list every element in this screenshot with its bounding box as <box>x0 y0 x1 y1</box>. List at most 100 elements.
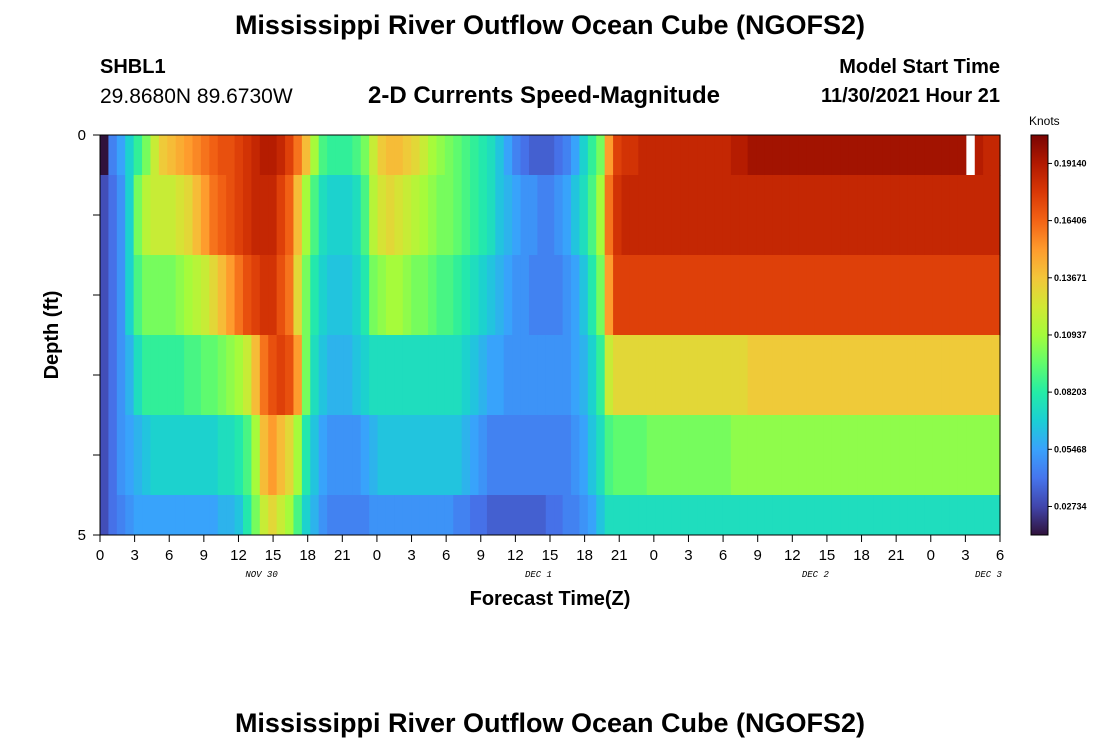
heatmap-cell <box>276 175 286 256</box>
heatmap-cell <box>974 415 984 496</box>
heatmap-cell <box>461 255 471 336</box>
heatmap-cell <box>663 335 673 416</box>
heatmap-cell <box>646 415 656 496</box>
heatmap-cell <box>175 135 185 176</box>
heatmap-cell <box>798 335 808 416</box>
heatmap-cell <box>831 335 841 416</box>
heatmap-cell <box>394 335 404 416</box>
heatmap-cell <box>251 255 261 336</box>
heatmap-cell <box>621 255 631 336</box>
heatmap-cell <box>983 255 993 336</box>
heatmap-cell <box>276 255 286 336</box>
heatmap-cell <box>301 335 311 416</box>
heatmap-cell <box>579 255 589 336</box>
heatmap-cell <box>831 175 841 256</box>
heatmap-cell <box>293 495 303 536</box>
heatmap-cell <box>436 135 446 176</box>
heatmap-cell <box>957 135 967 176</box>
heatmap-cell <box>242 495 252 536</box>
heatmap-cell <box>125 175 135 256</box>
heatmap-cell <box>419 495 429 536</box>
heatmap-cell <box>739 415 749 496</box>
heatmap-cell <box>402 495 412 536</box>
heatmap-cell <box>915 335 925 416</box>
heatmap-cell <box>772 135 782 176</box>
heatmap-cell <box>419 335 429 416</box>
heatmap-cell <box>259 135 269 176</box>
heatmap-cell <box>209 495 219 536</box>
heatmap-cell <box>831 415 841 496</box>
heatmap-cell <box>722 415 732 496</box>
x-tick-label: 6 <box>996 547 1004 564</box>
heatmap-cell <box>714 255 724 336</box>
heatmap-cell <box>697 495 707 536</box>
heatmap-cell <box>116 415 126 496</box>
heatmap-cell <box>907 255 917 336</box>
heatmap-cell <box>209 335 219 416</box>
heatmap-cell <box>184 415 194 496</box>
heatmap-cell <box>360 255 370 336</box>
heatmap-cell <box>941 335 951 416</box>
heatmap-cell <box>764 335 774 416</box>
heatmap-cell <box>343 415 353 496</box>
heatmap-cell <box>142 135 152 176</box>
heatmap-cell <box>133 495 143 536</box>
heatmap-cell <box>747 175 757 256</box>
heatmap-cell <box>335 135 345 176</box>
heatmap-cell <box>621 135 631 176</box>
heatmap-cell <box>226 175 236 256</box>
day-label: NOV 30 <box>245 570 278 580</box>
heatmap-cell <box>814 495 824 536</box>
heatmap-cell <box>949 495 959 536</box>
heatmap-cell <box>579 175 589 256</box>
heatmap-cell <box>310 175 320 256</box>
heatmap-cell <box>528 135 538 176</box>
heatmap-cell <box>974 175 984 256</box>
x-tick-label: 12 <box>784 547 801 564</box>
heatmap-cell <box>983 495 993 536</box>
x-tick-label: 21 <box>611 547 628 564</box>
heatmap-cell <box>882 135 892 176</box>
heatmap-cell <box>444 415 454 496</box>
heatmap-cell <box>411 495 421 536</box>
heatmap-cell <box>268 175 278 256</box>
y-axis: 05 <box>78 127 100 544</box>
heatmap-cell <box>579 135 589 176</box>
x-tick-label: 15 <box>542 547 559 564</box>
heatmap-cell <box>764 135 774 176</box>
heatmap-cell <box>158 415 168 496</box>
heatmap-cell <box>730 495 740 536</box>
heatmap-cell <box>369 135 379 176</box>
heatmap-cell <box>604 335 614 416</box>
heatmap-cell <box>335 495 345 536</box>
heatmap-cell <box>840 335 850 416</box>
heatmap-cell <box>495 335 505 416</box>
heatmap-cell <box>293 335 303 416</box>
heatmap-cell <box>192 255 202 336</box>
heatmap-cell <box>638 335 648 416</box>
heatmap-cell <box>318 415 328 496</box>
heatmap-cell <box>268 335 278 416</box>
footer-title: Mississippi River Outflow Ocean Cube (NG… <box>234 708 866 738</box>
heatmap-cell <box>343 135 353 176</box>
heatmap-cell <box>470 495 480 536</box>
heatmap-cell <box>512 255 522 336</box>
heatmap-cell <box>226 495 236 536</box>
heatmap-cell <box>318 135 328 176</box>
heatmap-cell <box>629 495 639 536</box>
heatmap-cell <box>495 135 505 176</box>
heatmap-cell <box>705 255 715 336</box>
heatmap-cell <box>200 135 210 176</box>
heatmap-cell <box>402 255 412 336</box>
heatmap-cell <box>756 255 766 336</box>
heatmap-cell <box>613 415 623 496</box>
heatmap-cell <box>419 135 429 176</box>
heatmap-cell <box>436 335 446 416</box>
heatmap-cell <box>419 255 429 336</box>
heatmap-cell <box>150 335 160 416</box>
heatmap-cell <box>772 175 782 256</box>
heatmap-cell <box>991 255 1001 336</box>
heatmap-cell <box>789 135 799 176</box>
heatmap-cell <box>528 495 538 536</box>
heatmap-cell <box>571 135 581 176</box>
